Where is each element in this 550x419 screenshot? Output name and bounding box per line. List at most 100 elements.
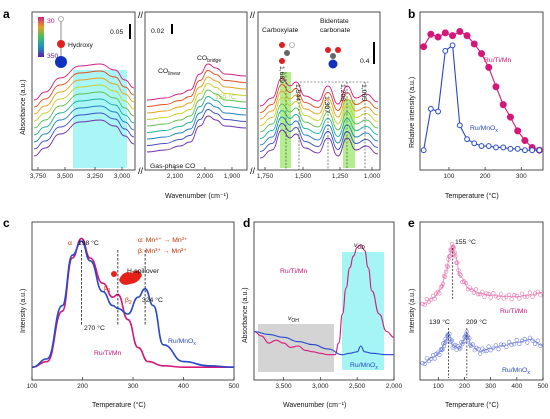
panel-e-point-1-10-4: [486, 344, 491, 349]
panel-e-point-1-6-0: [457, 346, 462, 351]
scale-label-1: 0.05: [110, 29, 123, 36]
panel-b-point-1-11: [500, 144, 507, 151]
panel-e-point-1-7-2: [463, 334, 468, 339]
panel-b-point-1-12: [507, 145, 514, 152]
spectrum-a2-3: [146, 83, 247, 120]
axis-break-2: //: [250, 10, 256, 20]
panel-c-series-line-1: [31, 240, 235, 368]
panel-e-point-0-1-1: [432, 296, 437, 301]
panel-e-point-0-6-2: [455, 260, 460, 265]
b-tick-label-2: 300: [516, 173, 527, 180]
a1-tick-label-1: 3,500: [57, 173, 74, 180]
panel-e-ylabel: Intensity (a.u.): [409, 289, 416, 333]
panel-e-point-1-12-3: [509, 342, 514, 347]
spectrum-a2-1: [146, 70, 247, 107]
peak-label-1208: 1,208: [339, 84, 346, 101]
e-tick-label-2: 300: [485, 383, 496, 390]
panel-b-point-0-6: [463, 32, 471, 40]
carbonate-label: carbonate: [320, 27, 350, 34]
panel-e-point-0-9-4: [486, 291, 491, 297]
spectrum-a2-7: [146, 109, 247, 146]
panel-e-point-0-10-3: [496, 295, 501, 300]
panel-e-ru-mno-label: Ru/MnOx: [502, 367, 530, 376]
panel-c-plot: 100 200 300 400 500: [27, 237, 240, 390]
panel-e-point-1-12-1: [504, 344, 509, 350]
scale-label-3: 0.4: [360, 58, 370, 65]
panel-b-plot: 100 200 300: [420, 28, 543, 180]
e-tick-label-0: 100: [433, 383, 444, 390]
panel-e-point-0-4-4: [450, 242, 455, 247]
panel-b-point-1-4: [449, 42, 456, 49]
panel-b-series-line-1: [423, 44, 540, 151]
panel-c-ylabel: Intensity (a.u.): [20, 289, 27, 333]
panel-b-label: b: [408, 7, 415, 21]
a3-tick-label-0: 1,750: [257, 173, 274, 180]
panel-d-ylabel: Absorbance (a.u.): [242, 287, 249, 343]
panel-e-point-1-11-0: [488, 348, 493, 353]
spectrum-a2-5: [146, 96, 247, 133]
panel-b-point-1-9: [485, 143, 492, 149]
panel-e-point-1-0-3: [426, 359, 432, 364]
spectrum-a2-0: [146, 63, 247, 101]
t209-label: 209 °C: [466, 318, 487, 326]
panel-e-point-1-14-4: [538, 343, 543, 348]
panel-d: d 3,500 3,000 2,500 2,000 vOD vOH Ru/Ti/Mn …: [242, 216, 403, 409]
panel-e-point-1-14-3: [535, 338, 540, 343]
panel-a: a // // // // 30 350: [3, 7, 381, 200]
panel-e-point-1-6-3: [460, 342, 465, 347]
panel-e-point-0-11-3: [509, 297, 514, 302]
a1-tick-label-2: 3,250: [87, 173, 104, 180]
panel-e-point-1-7-4: [464, 335, 469, 340]
carbonate-highlight: [343, 100, 355, 168]
legend-beta: β: Mn³⁺ → Mn²⁺: [138, 248, 187, 255]
panel-e-point-0-6-3: [456, 268, 461, 273]
panel-e-point-0-9-2: [482, 294, 487, 299]
panel-e-point-1-4-1: [447, 331, 452, 336]
panel-b-point-0-14: [521, 137, 529, 145]
panel-e-point-1-10-3: [484, 348, 489, 354]
panel-e-point-1-2-1: [439, 347, 444, 353]
panel-b-point-0-10: [492, 83, 500, 91]
a1-tick-label-3: 3,000: [114, 173, 131, 180]
panel-e-point-0-8-0: [467, 285, 472, 290]
hydroxy-label: Hydroxy: [68, 42, 94, 49]
spectrum-a2-2: [146, 76, 247, 114]
panel-e-point-0-6-4: [457, 271, 462, 277]
panel-e-point-1-14-1: [530, 338, 535, 343]
co-bridge-label: CObridge: [197, 55, 221, 64]
spectrum-a1-6: [33, 105, 135, 143]
panel-b-point-1-13: [514, 145, 521, 152]
spectrum-a3-5: [259, 110, 379, 139]
panel-e-point-1-0-1: [422, 361, 427, 367]
panel-e-point-1-13-1: [517, 341, 522, 347]
panel-d-label: d: [243, 216, 250, 230]
spectrum-a3-1: [259, 84, 379, 113]
panel-e-point-0-8-4: [476, 292, 481, 297]
panel-e-point-1-3-3: [445, 333, 450, 338]
panel-b-point-1-5: [456, 122, 463, 129]
panel-a-ticks: 3,750 3,500 3,250 3,000 2,100 2,000 1,900 1,750…: [30, 167, 381, 180]
panel-e-point-0-9-3: [484, 291, 489, 296]
panel-e-point-1-4-0: [446, 333, 451, 339]
panel-e-point-0-2-3: [442, 273, 447, 279]
t270-label: 270 °C: [84, 324, 105, 332]
b-tick-label-0: 100: [444, 173, 455, 180]
legend-temp-top: 30: [47, 18, 55, 25]
axis-break-3: //: [138, 166, 144, 176]
spectrum-a1-7: [33, 112, 135, 150]
panel-e-point-0-11-0: [501, 296, 506, 301]
panel-e-point-1-9-4: [476, 347, 481, 352]
panel-b-point-0-11: [499, 101, 507, 109]
spectrum-a2-8: [146, 115, 247, 153]
t155-label: 155 °C: [455, 238, 476, 246]
d-tick-label-3: 2,000: [386, 383, 403, 390]
panel-e-point-0-10-2: [493, 294, 499, 299]
hydroxy-molecule-icon: [55, 16, 67, 68]
panel-a-ylabel: Absorbance (a.u.): [20, 79, 27, 135]
panel-e-point-1-4-4: [449, 338, 455, 343]
panel-e-point-1-5-2: [453, 342, 458, 348]
panel-e-point-0-5-3: [452, 252, 457, 257]
panel-e-point-1-10-2: [482, 348, 487, 353]
c-tick-label-4: 500: [229, 383, 240, 390]
panel-b-point-1-8: [478, 143, 485, 149]
